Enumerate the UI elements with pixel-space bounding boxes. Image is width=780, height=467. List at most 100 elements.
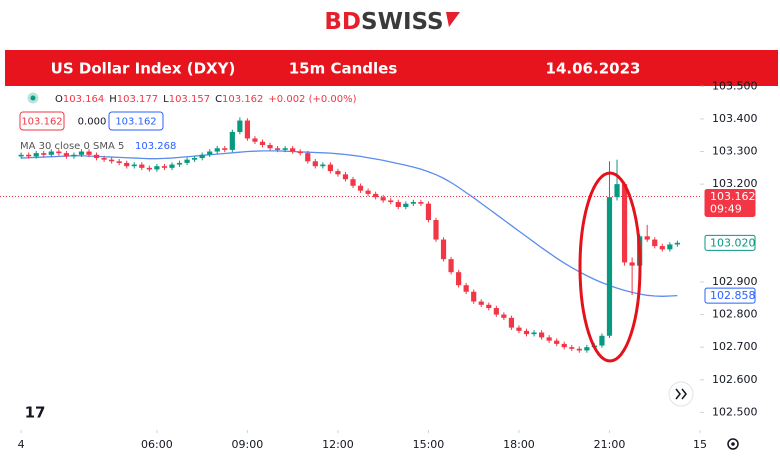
gear-icon[interactable] <box>727 438 739 450</box>
candle-body <box>350 179 356 186</box>
candle-body <box>410 202 416 204</box>
candle-body <box>523 330 530 335</box>
x-tick-label: 06:00 <box>141 438 173 451</box>
candle <box>237 117 243 135</box>
gear-center[interactable] <box>731 442 735 446</box>
candle <box>56 149 62 156</box>
candle-body <box>267 145 273 149</box>
candle-body <box>139 164 145 168</box>
candle <box>478 299 484 308</box>
scroll-button-bg[interactable] <box>668 381 694 407</box>
candle-body <box>327 164 333 172</box>
candle-body <box>659 246 665 250</box>
candle <box>501 312 507 321</box>
candle-body <box>342 174 349 180</box>
candle-body <box>78 151 85 155</box>
candle <box>395 199 401 210</box>
banner <box>5 50 778 86</box>
ma-line <box>21 150 678 297</box>
candle <box>41 150 47 158</box>
x-tick-label: 21:00 <box>594 438 626 451</box>
candle <box>18 152 24 159</box>
candle-body <box>297 151 303 154</box>
candle-body <box>154 166 160 170</box>
candle <box>357 183 364 193</box>
candle <box>561 341 567 350</box>
candle-body <box>252 138 258 142</box>
y-tick-label: 102.900 <box>712 275 758 288</box>
candle <box>508 315 515 330</box>
candle <box>267 142 273 151</box>
candle <box>614 159 620 201</box>
input-box <box>108 111 164 131</box>
candle <box>131 162 137 169</box>
candle-body <box>26 154 32 157</box>
candle-body <box>320 164 326 167</box>
candle <box>538 330 545 340</box>
ohlc-key: C <box>215 94 222 105</box>
candle <box>584 344 590 353</box>
x-tick-label: 12:00 <box>322 438 354 451</box>
candle <box>26 152 32 159</box>
candle <box>244 118 251 141</box>
candle <box>312 159 318 169</box>
candle-body <box>184 159 190 163</box>
candle <box>606 161 613 339</box>
candle-body <box>531 332 537 335</box>
candle <box>71 152 77 159</box>
logo-arrow <box>446 12 460 27</box>
candle <box>471 289 477 304</box>
candle <box>531 330 537 337</box>
candle-body <box>629 262 635 266</box>
candle-body <box>433 220 439 240</box>
candle-body <box>48 151 54 155</box>
candle-body <box>501 314 507 318</box>
candle <box>667 242 673 252</box>
candle <box>48 149 54 158</box>
candle-body <box>335 171 341 175</box>
banner-title: US Dollar Index (DXY) <box>51 60 236 78</box>
candle-body <box>418 202 424 204</box>
candle-body <box>86 151 92 155</box>
candle-body <box>380 197 386 201</box>
candle <box>342 172 349 182</box>
candle <box>403 201 409 210</box>
candle <box>207 149 213 158</box>
candle-body <box>463 285 469 292</box>
candle <box>380 194 386 203</box>
candle <box>373 191 379 200</box>
y-tick-label: 102.500 <box>712 405 758 418</box>
candle <box>433 217 439 242</box>
tv-logo: 𝟭𝟳 <box>25 404 46 422</box>
candle <box>523 328 530 337</box>
candle-body <box>41 153 47 155</box>
candle-body <box>373 193 379 198</box>
scroll-icon[interactable] <box>675 388 687 400</box>
candle-body <box>176 162 183 165</box>
candle <box>101 155 107 162</box>
ohlc-value: 103.162 <box>222 94 263 105</box>
candle <box>516 325 522 334</box>
candle <box>139 162 145 171</box>
candle <box>621 181 628 266</box>
x-tick-label: 09:00 <box>232 438 264 451</box>
candle-body <box>305 153 311 162</box>
candle <box>644 224 650 242</box>
candle-body <box>116 161 122 163</box>
candle-body <box>244 120 251 139</box>
candle-body <box>101 158 107 160</box>
candle-body <box>192 158 198 160</box>
price-tag <box>704 189 756 218</box>
input-value: 103.162 <box>115 117 156 128</box>
candle-body <box>282 148 288 150</box>
candle <box>282 145 288 153</box>
candle <box>486 302 492 311</box>
candle <box>576 346 582 353</box>
scroll-button[interactable] <box>668 381 694 407</box>
settings-button[interactable] <box>727 438 739 450</box>
candle-body <box>652 239 658 247</box>
candle-body <box>33 153 39 157</box>
candle-body <box>131 164 137 167</box>
ma-legend-value: 103.268 <box>135 141 176 152</box>
